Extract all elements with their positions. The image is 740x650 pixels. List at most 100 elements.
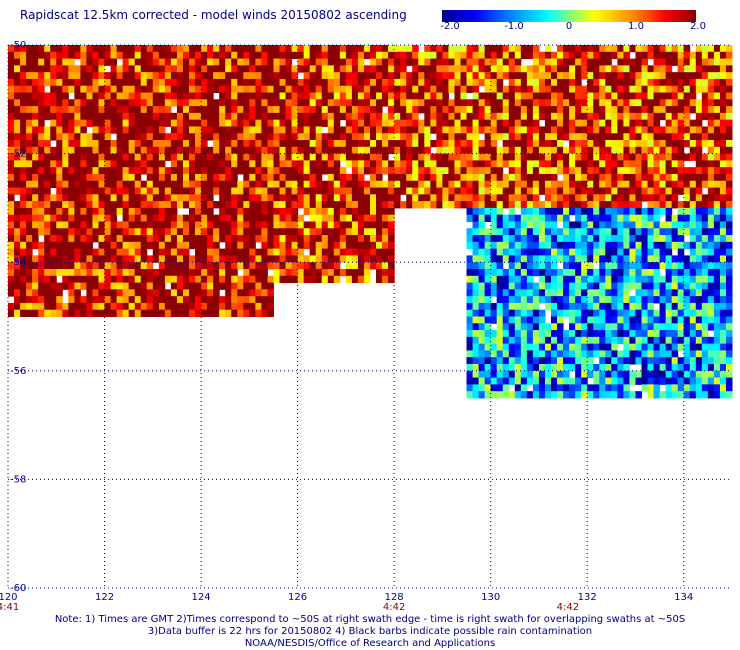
data-cell — [68, 302, 75, 311]
data-cell — [544, 248, 552, 256]
data-cell — [116, 268, 124, 277]
data-cell — [345, 140, 353, 148]
data-cell — [430, 153, 437, 161]
data-cell — [213, 309, 220, 317]
data-cell — [599, 126, 606, 134]
data-cell — [563, 262, 570, 270]
data-cell — [68, 99, 75, 107]
data-cell — [8, 235, 15, 243]
data-cell — [285, 78, 293, 87]
data-cell — [713, 289, 721, 297]
data-cell — [677, 207, 685, 216]
data-cell — [635, 126, 642, 134]
data-cell — [448, 58, 455, 66]
data-cell — [243, 214, 250, 222]
data-cell — [605, 140, 612, 148]
data-cell — [665, 99, 673, 107]
data-cell — [68, 248, 75, 256]
data-cell — [623, 235, 630, 243]
data-cell — [683, 78, 691, 87]
data-cell — [327, 153, 335, 161]
data-cell — [514, 248, 522, 256]
data-cell — [695, 370, 703, 379]
data-cell — [599, 228, 606, 236]
data-cell — [170, 146, 178, 155]
data-cell — [50, 160, 57, 168]
data-cell — [297, 180, 305, 189]
data-cell — [231, 268, 238, 277]
data-cell — [707, 140, 715, 148]
data-cell — [86, 302, 93, 311]
data-cell — [8, 65, 15, 73]
data-cell — [122, 92, 130, 100]
data-cell — [611, 45, 618, 53]
data-cell — [448, 72, 455, 80]
data-cell — [605, 384, 612, 392]
data-cell — [569, 173, 576, 182]
data-cell — [351, 99, 359, 107]
data-cell — [683, 364, 691, 372]
data-cell — [484, 133, 492, 141]
data-cell — [152, 99, 160, 107]
data-cell — [74, 119, 81, 127]
data-cell — [599, 336, 606, 345]
data-cell — [581, 146, 588, 155]
data-cell — [309, 228, 317, 236]
data-cell — [219, 65, 226, 73]
data-cell — [8, 241, 15, 250]
data-cell — [164, 302, 172, 311]
data-cell — [707, 377, 715, 385]
data-cell — [74, 133, 81, 141]
data-cell — [74, 65, 81, 73]
data-cell — [388, 126, 395, 134]
data-cell — [707, 99, 715, 107]
data-cell — [68, 228, 75, 236]
data-cell — [189, 72, 196, 80]
data-cell — [182, 72, 190, 80]
data-cell — [695, 241, 703, 250]
data-cell — [86, 221, 93, 229]
data-cell — [176, 309, 184, 317]
data-cell — [267, 201, 274, 209]
data-cell — [430, 72, 437, 80]
data-cell — [146, 126, 154, 134]
data-cell — [466, 187, 474, 195]
data-cell — [213, 45, 220, 53]
data-cell — [134, 187, 142, 195]
data-cell — [98, 275, 106, 284]
data-cell — [532, 296, 540, 304]
data-cell — [44, 268, 51, 277]
data-cell — [496, 370, 504, 379]
data-cell — [442, 106, 449, 114]
data-cell — [370, 160, 377, 168]
data-cell — [520, 302, 528, 311]
data-cell — [98, 78, 106, 87]
data-cell — [581, 85, 588, 94]
data-cell — [617, 65, 624, 73]
data-cell — [74, 282, 81, 290]
data-cell — [98, 289, 106, 297]
data-cell — [665, 92, 673, 100]
data-cell — [201, 309, 208, 317]
data-cell — [520, 173, 528, 182]
data-cell — [267, 289, 274, 297]
data-cell — [158, 112, 166, 121]
data-cell — [8, 153, 15, 161]
data-cell — [569, 343, 576, 351]
data-cell — [725, 65, 733, 73]
data-cell — [472, 289, 480, 297]
data-cell — [225, 221, 232, 229]
data-cell — [182, 235, 190, 243]
data-cell — [575, 384, 582, 392]
data-cell — [249, 180, 256, 189]
data-cell — [146, 140, 154, 148]
data-cell — [74, 309, 81, 317]
data-cell — [134, 180, 142, 189]
data-cell — [327, 180, 335, 189]
data-cell — [146, 255, 154, 263]
data-cell — [653, 364, 661, 372]
data-cell — [569, 65, 576, 73]
data-cell — [448, 133, 455, 141]
data-cell — [170, 119, 178, 127]
data-cell — [189, 99, 196, 107]
